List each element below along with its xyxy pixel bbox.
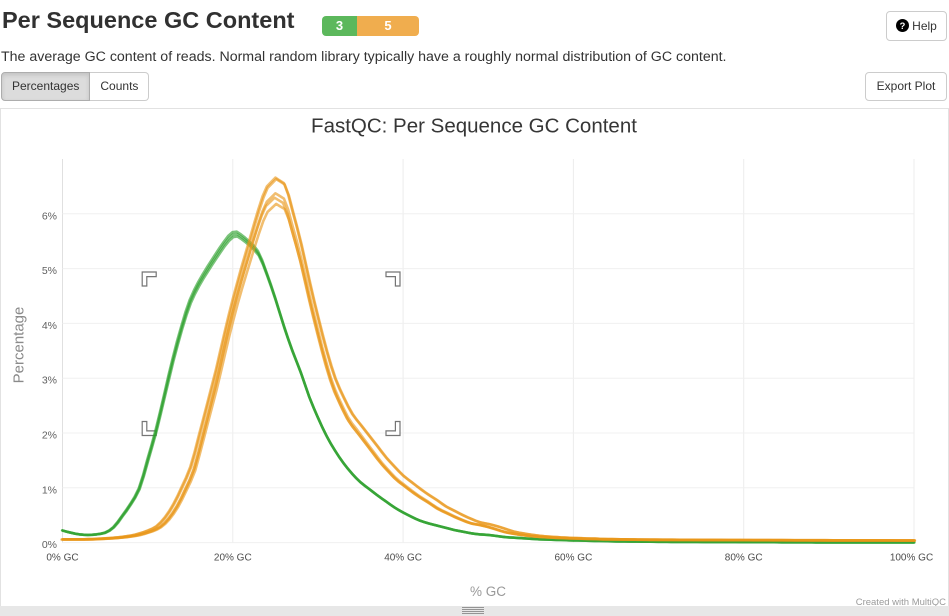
svg-text:3%: 3%	[42, 375, 57, 387]
svg-text:6%: 6%	[42, 210, 57, 222]
svg-text:80% GC: 80% GC	[725, 553, 763, 564]
svg-text:0% GC: 0% GC	[46, 553, 78, 564]
svg-text:FastQC: Per Sequence GC Conten: FastQC: Per Sequence GC Content	[311, 115, 637, 138]
svg-text:Percentage: Percentage	[11, 307, 28, 384]
svg-text:1%: 1%	[42, 484, 57, 496]
svg-text:60% GC: 60% GC	[555, 553, 593, 564]
svg-text:% GC: % GC	[470, 584, 506, 599]
svg-text:20% GC: 20% GC	[214, 553, 252, 564]
svg-text:Created with MultiQC: Created with MultiQC	[856, 597, 946, 606]
svg-text:0%: 0%	[42, 539, 57, 551]
svg-text:100% GC: 100% GC	[890, 553, 933, 564]
svg-text:?: ?	[900, 21, 906, 31]
svg-text:2%: 2%	[42, 430, 57, 442]
svg-text:40% GC: 40% GC	[384, 553, 422, 564]
svg-text:5%: 5%	[42, 265, 57, 277]
svg-text:4%: 4%	[42, 320, 57, 332]
